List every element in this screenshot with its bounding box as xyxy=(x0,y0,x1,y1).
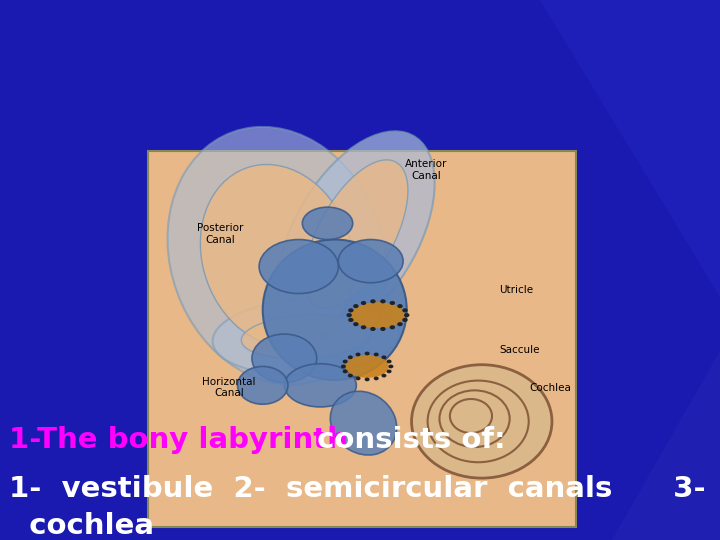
Circle shape xyxy=(356,376,361,380)
Circle shape xyxy=(370,299,376,303)
Circle shape xyxy=(402,318,408,322)
Text: Anterior
Canal: Anterior Canal xyxy=(405,159,447,181)
Ellipse shape xyxy=(252,334,317,383)
Circle shape xyxy=(353,322,359,326)
Circle shape xyxy=(341,364,346,368)
Text: Utricle: Utricle xyxy=(499,285,533,295)
Circle shape xyxy=(348,355,353,359)
FancyBboxPatch shape xyxy=(148,151,576,526)
Circle shape xyxy=(364,352,369,355)
Polygon shape xyxy=(396,0,720,297)
Ellipse shape xyxy=(212,299,400,375)
Circle shape xyxy=(402,308,408,313)
Circle shape xyxy=(356,353,361,356)
Text: 1-The bony labyrinth: 1-The bony labyrinth xyxy=(9,426,348,454)
Ellipse shape xyxy=(346,355,389,378)
Ellipse shape xyxy=(200,165,354,347)
Text: Posterior
Canal: Posterior Canal xyxy=(197,223,243,245)
Polygon shape xyxy=(432,351,720,540)
Circle shape xyxy=(380,327,386,331)
Text: cochlea: cochlea xyxy=(9,512,153,540)
Circle shape xyxy=(380,299,386,303)
Circle shape xyxy=(348,308,354,313)
Ellipse shape xyxy=(259,240,338,294)
Circle shape xyxy=(390,325,395,329)
Circle shape xyxy=(387,360,392,363)
Text: Saccule: Saccule xyxy=(499,345,539,355)
Ellipse shape xyxy=(302,207,353,240)
Circle shape xyxy=(374,376,379,380)
Circle shape xyxy=(387,369,392,373)
Circle shape xyxy=(343,360,348,363)
Circle shape xyxy=(390,301,395,305)
Ellipse shape xyxy=(305,160,408,308)
Ellipse shape xyxy=(241,315,371,359)
Ellipse shape xyxy=(351,302,405,328)
Text: Horizontal
Canal: Horizontal Canal xyxy=(202,377,256,399)
Ellipse shape xyxy=(238,367,288,404)
Circle shape xyxy=(370,327,376,331)
Circle shape xyxy=(397,304,402,308)
Circle shape xyxy=(397,322,402,326)
Circle shape xyxy=(343,369,348,373)
Circle shape xyxy=(364,377,369,381)
Circle shape xyxy=(404,313,410,317)
Text: consists of:: consists of: xyxy=(307,426,506,454)
Text: Cochlea: Cochlea xyxy=(530,383,572,393)
Circle shape xyxy=(346,313,352,317)
Ellipse shape xyxy=(330,391,397,455)
Circle shape xyxy=(388,364,393,368)
Circle shape xyxy=(361,301,366,305)
Circle shape xyxy=(348,374,353,377)
Circle shape xyxy=(374,353,379,356)
Ellipse shape xyxy=(168,127,387,384)
Circle shape xyxy=(382,374,387,377)
Text: 1-  vestibule  2-  semicircular  canals      3-: 1- vestibule 2- semicircular canals 3- xyxy=(9,475,706,503)
Ellipse shape xyxy=(338,240,403,283)
Ellipse shape xyxy=(263,240,407,380)
Circle shape xyxy=(382,355,387,359)
Circle shape xyxy=(353,304,359,308)
Circle shape xyxy=(361,325,366,329)
Circle shape xyxy=(348,318,354,322)
Ellipse shape xyxy=(284,364,356,407)
Ellipse shape xyxy=(412,364,552,478)
Ellipse shape xyxy=(278,131,435,337)
